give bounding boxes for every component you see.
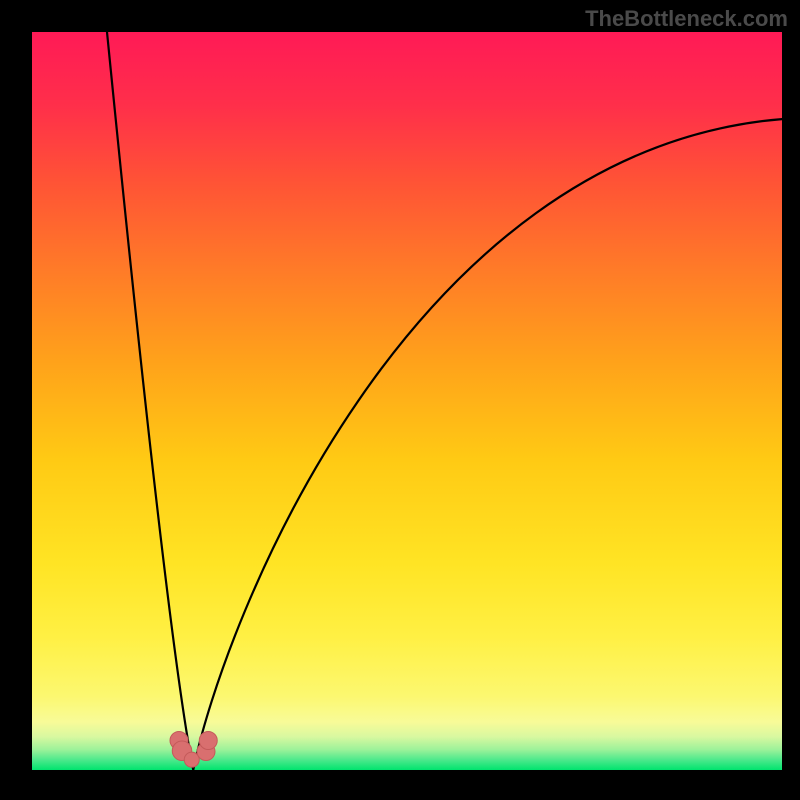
plot-area	[32, 32, 782, 770]
watermark-label: TheBottleneck.com	[585, 6, 788, 32]
chart-svg	[32, 32, 782, 770]
chart-frame: TheBottleneck.com	[0, 0, 800, 800]
